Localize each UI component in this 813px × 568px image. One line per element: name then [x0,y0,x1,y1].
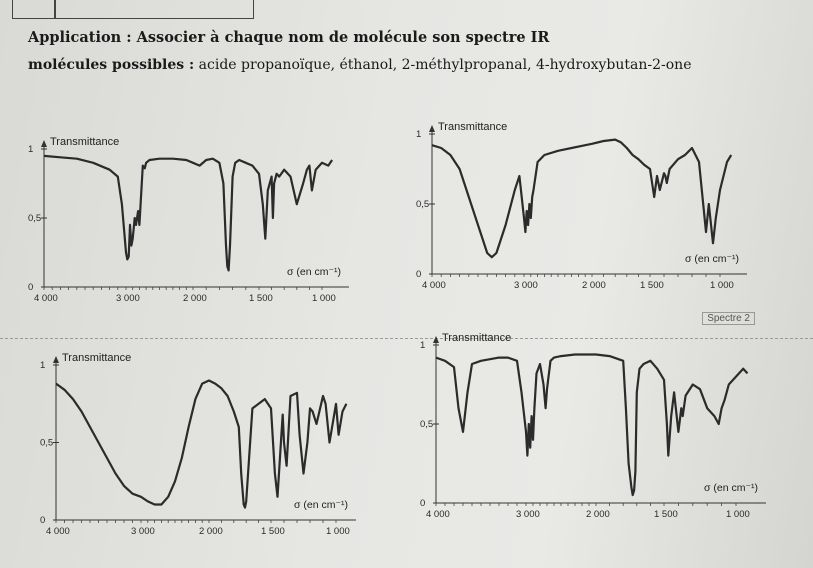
x-tick-label: 4 000 [46,526,70,537]
y-axis-arrow [41,140,47,147]
y-axis-label: Transmittance [442,332,511,344]
spectrum-2: 4 000 3 000 2 000 1 500 1 000 0 0,5 1 Transmitta… [416,112,763,302]
y-axis-arrow [433,336,439,343]
x-tick-label: 4 000 [34,293,58,304]
x-tick-label: 3 000 [516,509,540,520]
y-tick-label: 0,5 [28,213,41,224]
x-tick-label: 1 000 [710,280,734,291]
y-tick-label: 0,5 [416,199,429,210]
y-axis-label: Transmittance [438,121,507,133]
y-axis-label: Transmittance [62,352,131,364]
x-tick-label: 2 000 [199,526,223,537]
x-tick-label: 1 500 [654,509,678,520]
spectrum-1: 4 000 3 000 2 000 1 500 1 000 0 0,5 1 Transmitta… [28,125,360,315]
y-tick-label: 0 [420,498,425,509]
x-tick-label: 1 500 [249,293,273,304]
y-tick-label: 0 [40,515,45,526]
spectrum-4-svg: 4 000 3 000 2 000 1 500 1 000 0 0,5 1 Transmitta… [420,332,766,520]
x-tick-label: 1 500 [640,280,664,291]
cut-line [0,338,813,339]
y-tick-label: 0 [416,269,421,280]
axes: 4 000 3 000 2 000 1 500 1 000 0 0,5 1 [28,140,349,304]
spectrum-1-svg: 4 000 3 000 2 000 1 500 1 000 0 0,5 1 Transmitta… [28,136,349,304]
x-tick-label: 3 000 [116,293,140,304]
y-tick-label: 1 [416,129,421,140]
spectrum-line [43,154,334,272]
x-tick-label: 4 000 [426,509,450,520]
molecules-line: molécules possibles : acide propanoïque,… [28,57,692,73]
x-axis-label: σ (en cm⁻¹) [685,253,739,265]
spectrum-line [431,138,733,259]
y-tick-label: 1 [40,360,45,371]
exercise-heading: Application : Associer à chaque nom de m… [28,29,550,46]
axes: 4 000 3 000 2 000 1 500 1 000 0 0,5 1 [420,336,766,520]
spectrum-4: 4 000 3 000 2 000 1 500 1 000 0 0,5 1 Transmitta… [418,325,778,530]
spectrum-3-svg: 4 000 3 000 2 000 1 500 1 000 0 0,5 1 Transmitta… [40,352,356,537]
x-tick-label: 2 000 [586,509,610,520]
axes: 4 000 3 000 2 000 1 500 1 000 0 0,5 1 [40,356,356,537]
x-tick-label: 3 000 [514,280,538,291]
spectre-2-tag: Spectre 2 [702,312,755,325]
spectrum-2-svg: 4 000 3 000 2 000 1 500 1 000 0 0,5 1 Transmitta… [416,121,747,291]
spectrum-line [435,353,749,497]
y-tick-label: 1 [420,340,425,351]
x-tick-label: 1 000 [312,293,336,304]
top-table-divider [54,0,56,18]
y-axis-arrow [429,125,435,132]
x-tick-label: 1 000 [726,509,750,520]
x-tick-label: 1 000 [326,526,350,537]
x-axis-label: σ (en cm⁻¹) [287,266,341,278]
y-tick-label: 1 [28,144,33,155]
y-tick-label: 0,5 [40,438,53,449]
x-tick-label: 1 500 [261,526,285,537]
axes: 4 000 3 000 2 000 1 500 1 000 0 0,5 1 [416,125,747,291]
y-axis-label: Transmittance [50,136,119,148]
x-tick-label: 2 000 [183,293,207,304]
molecules-list: acide propanoïque, éthanol, 2-méthylprop… [198,57,692,73]
x-tick-label: 3 000 [131,526,155,537]
molecules-label: molécules possibles : [28,57,195,73]
x-tick-label: 2 000 [582,280,606,291]
spectrum-line [55,379,348,509]
x-axis-label: σ (en cm⁻¹) [704,482,758,494]
y-axis-arrow [53,356,59,363]
top-table-edge [12,0,254,19]
x-tick-label: 4 000 [422,280,446,291]
y-tick-label: 0 [28,282,33,293]
x-axis-label: σ (en cm⁻¹) [294,499,348,511]
y-tick-label: 0,5 [420,419,433,430]
spectrum-3: 4 000 3 000 2 000 1 500 1 000 0 0,5 1 Transmitta… [30,345,360,550]
